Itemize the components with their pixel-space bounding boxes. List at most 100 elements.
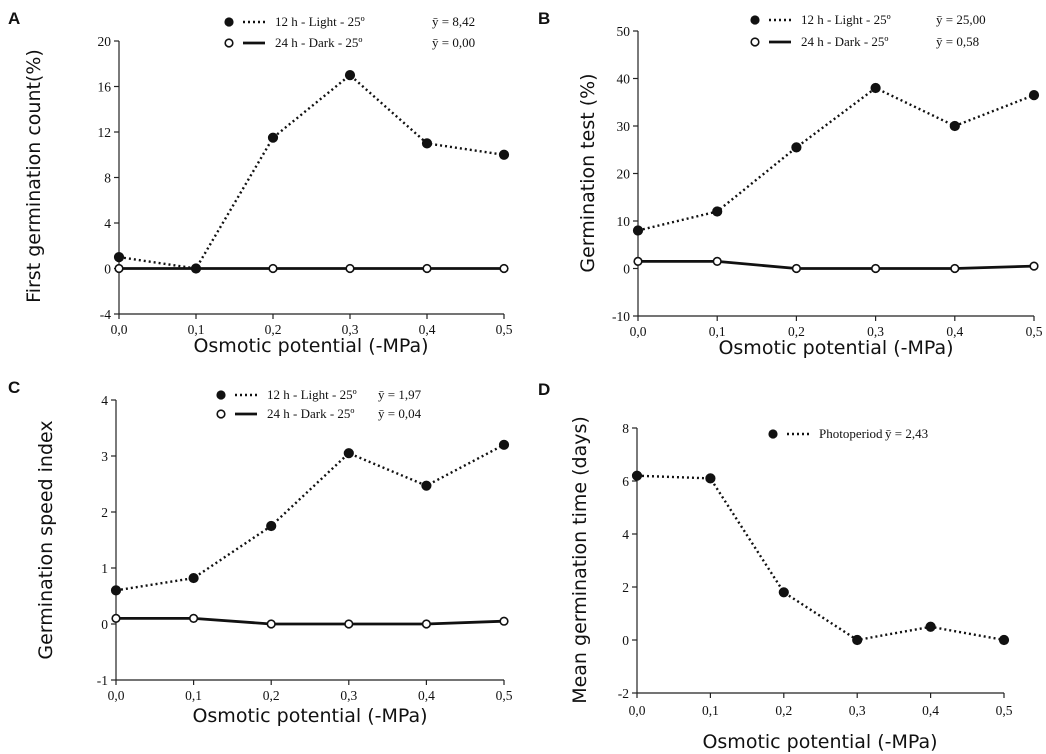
series-light	[113, 70, 510, 274]
y-tick-label: 12	[98, 125, 112, 140]
x-tick-label: 0,0	[111, 322, 128, 337]
panel-c: C -1 0 1 2 3 4 0,0 0,1 0,2 0,3 0,4 0,5 Osmotic potent…	[8, 378, 513, 727]
panel-b: B -10 0 10 20 30 40 50 0,0 0,1 0,2 0,3 0,4 0,5 Osmotic…	[538, 9, 1043, 359]
data-point	[422, 263, 432, 274]
y-tick-label: 40	[617, 72, 631, 87]
data-point	[791, 142, 802, 153]
data-point	[705, 473, 716, 484]
data-point	[499, 263, 509, 274]
panel-letter: A	[8, 9, 20, 28]
data-point	[852, 634, 863, 646]
data-point	[631, 470, 643, 481]
legend-marker	[216, 390, 226, 400]
x-tick-label: 0,4	[946, 324, 963, 339]
legend-label: 12 h - Light - 25º	[801, 12, 891, 27]
legend-label: 24 h - Dark - 25º	[267, 406, 354, 421]
y-axis-title: Mean germination time (days)	[569, 416, 591, 704]
panel-a: A -4 0 4 8 12 16 20 0,0 0,1 0,2 0,3 0,4 0,5 Osmotic po…	[8, 9, 513, 357]
x-tick-label: 0,3	[867, 324, 884, 339]
x-axis-title: Osmotic potential (-MPa)	[193, 335, 428, 357]
x-tick-label: 0,5	[496, 322, 513, 337]
y-axis-title: First germination count(%)	[23, 49, 45, 303]
data-point	[870, 263, 881, 274]
data-point	[1029, 261, 1039, 271]
series-line	[638, 259, 1035, 270]
x-tick-label: 0,1	[185, 688, 202, 703]
x-tick-label: 0,1	[188, 322, 205, 337]
y-tick-label: -10	[612, 309, 630, 324]
data-point	[344, 70, 356, 81]
y-tick-label: 6	[622, 474, 629, 489]
y-tick-label: 20	[617, 167, 631, 182]
x-tick-label: 0,2	[265, 322, 282, 337]
data-point	[268, 263, 278, 274]
y-tick-label: 10	[617, 214, 631, 229]
y-tick-label: 4	[622, 527, 629, 542]
series-line	[116, 617, 505, 626]
x-tick-label: 0,3	[340, 688, 357, 703]
data-point	[113, 252, 125, 263]
data-point	[870, 82, 881, 94]
x-tick-label: 0,0	[629, 703, 646, 718]
legend-marker	[224, 38, 234, 48]
series-line	[115, 443, 505, 592]
data-point	[998, 634, 1010, 646]
legend-label: 24 h - Dark - 25º	[801, 34, 888, 49]
data-point	[345, 263, 355, 274]
data-point	[189, 613, 199, 624]
data-point	[110, 585, 122, 596]
data-point	[1028, 90, 1040, 101]
data-point	[791, 263, 802, 274]
data-point	[499, 616, 509, 626]
legend-mean-label: ȳ = 0,00	[432, 35, 475, 50]
panel-letter: B	[538, 9, 550, 28]
data-point	[949, 120, 960, 132]
x-tick-label: 0,5	[1026, 324, 1043, 339]
legend-label: Photoperiod	[819, 426, 883, 441]
x-tick-label: 0,3	[342, 322, 359, 337]
x-tick-label: 0,3	[849, 703, 866, 718]
series-light	[110, 439, 510, 596]
data-point	[267, 132, 279, 143]
data-point	[111, 613, 121, 624]
legend-mean-label: ȳ = 1,97	[378, 387, 422, 402]
data-point	[712, 206, 723, 217]
series-dark	[111, 613, 509, 629]
x-axis-title: Osmotic potential (-MPa)	[192, 705, 427, 727]
data-point	[266, 619, 276, 629]
y-tick-label: 8	[622, 421, 629, 436]
x-tick-label: 0,1	[702, 703, 719, 718]
y-axis-title: Germination test (%)	[577, 73, 599, 272]
legend-marker	[750, 37, 760, 47]
data-point	[266, 520, 277, 532]
data-point	[950, 263, 960, 274]
y-tick-label: 2	[101, 505, 108, 520]
series-line	[637, 86, 1035, 232]
y-tick-label: 0	[101, 617, 108, 632]
legend: 12 h - Light - 25º ȳ = 1,97 24 h - Dark - …	[216, 387, 422, 421]
data-point	[344, 619, 354, 629]
data-point	[421, 619, 432, 629]
y-tick-label: -2	[618, 686, 629, 701]
panel-letter: D	[538, 380, 550, 399]
data-point	[188, 572, 199, 584]
legend-marker	[216, 409, 226, 419]
legend: Photoperiod ȳ = 2,43	[768, 426, 928, 441]
data-point	[632, 225, 644, 236]
y-axis-title: Germination speed index	[35, 420, 57, 659]
legend: 12 h - Light - 25º ȳ = 8,42 24 h - Dark - …	[224, 14, 475, 50]
legend-label: 12 h - Light - 25º	[267, 387, 357, 402]
y-tick-label: 30	[617, 119, 631, 134]
legend-mean-label: ȳ = 0,58	[936, 34, 979, 49]
x-tick-label: 0,4	[922, 703, 939, 718]
y-tick-label: 8	[104, 171, 111, 186]
y-tick-label: 3	[101, 449, 108, 464]
data-point	[190, 263, 202, 274]
y-tick-label: 0	[104, 262, 111, 277]
y-tick-label: -1	[97, 673, 108, 688]
x-tick-label: 0,5	[996, 703, 1013, 718]
series-light	[632, 82, 1040, 236]
panel-letter: C	[8, 378, 20, 397]
x-tick-label: 0,2	[775, 703, 792, 718]
x-tick-label: 0,4	[418, 688, 435, 703]
